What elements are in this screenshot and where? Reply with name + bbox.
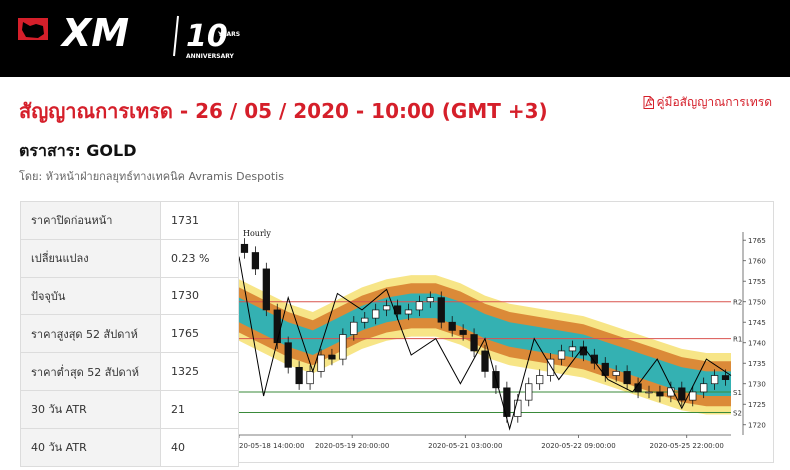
candle-body: [459, 330, 467, 335]
candle-body: [536, 375, 544, 385]
hourly-chart-panel: R2 R1 S1 S2 1720 1725 1730 1735 1740 1745 1750 1755…: [238, 201, 774, 463]
candle-body: [612, 371, 620, 376]
stat-value-previous-close: 1731: [160, 201, 239, 240]
x-tick-label: 2020-05-25 22:00:00: [650, 442, 724, 450]
anniversary-label: ANNIVERSARY: [186, 53, 235, 60]
y-tick-label: 1730: [748, 381, 766, 389]
page-title: สัญญาณการเทรด - 26 / 05 / 2020 - 10:00 (…: [19, 99, 548, 123]
xm-10-years-logo[interactable]: XM 10 YEARS ANNIVERSARY: [18, 12, 248, 64]
stat-label-previous-close: ราคาปิดก่อนหน้า: [20, 201, 161, 240]
candle-body: [295, 366, 303, 385]
candle-body: [546, 358, 555, 376]
candle-body: [645, 391, 653, 394]
stat-label-atr-30: 30 วัน ATR: [20, 389, 161, 429]
y-tick-label: 1735: [748, 360, 766, 368]
candle-body: [415, 301, 424, 311]
chart-title: Hourly: [243, 229, 271, 238]
candle-body: [372, 309, 380, 319]
y-tick-label: 1750: [748, 299, 766, 307]
candle-body: [710, 375, 719, 385]
level-label-r1: R1: [733, 336, 742, 344]
table-row: ราคาปิดก่อนหน้า 1731: [20, 201, 239, 240]
stat-label-current: ปัจจุบัน: [20, 276, 161, 316]
level-label-s1: S1: [733, 389, 742, 397]
level-label-s2: S2: [733, 409, 742, 417]
candle-body: [306, 371, 314, 385]
candle-body: [251, 252, 260, 270]
stat-value-current: 1730: [160, 276, 239, 316]
y-tick-label: 1740: [748, 340, 766, 348]
candle-body: [623, 371, 631, 385]
y-tick-label: 1720: [748, 422, 766, 430]
anniversary-number: 10: [186, 19, 228, 54]
anniversary-years: YEARS: [217, 31, 240, 38]
candle-body: [700, 383, 708, 393]
table-row: ราคาสูงสุด 52 สัปดาห์ 1765: [20, 314, 239, 354]
stat-label-atr-40: 40 วัน ATR: [20, 427, 161, 467]
stat-value-atr-30: 21: [160, 389, 239, 429]
x-tick-label: 2020-05-21 03:00:00: [428, 442, 502, 450]
candle-body: [284, 342, 292, 368]
x-tick-label: 2020-05-19 20:00:00: [315, 442, 389, 450]
table-row: ราคาต่ำสุด 52 สัปดาห์ 1325: [20, 352, 239, 391]
candle-body: [382, 305, 391, 311]
stat-value-atr-40: 40: [160, 427, 239, 467]
table-row: 40 วัน ATR 40: [20, 427, 239, 467]
candle-body: [361, 317, 369, 323]
candle-body: [448, 321, 456, 331]
guide-link-label: คู่มือสัญญาณการเทรด: [656, 95, 773, 109]
stat-label-52w-low: ราคาต่ำสุด 52 สัปดาห์: [20, 352, 161, 391]
stat-label-52w-high: ราคาสูงสุด 52 สัปดาห์: [20, 314, 161, 354]
y-tick-label: 1725: [748, 401, 766, 409]
stats-table: ราคาปิดก่อนหน้า 1731 เปลี่ยนแปลง 0.23 % …: [20, 201, 239, 467]
zigzag-line: [239, 256, 732, 431]
y-tick-label: 1760: [748, 258, 766, 266]
candle-body: [503, 387, 511, 417]
hourly-candlestick-chart: R2 R1 S1 S2 1720 1725 1730 1735 1740 1745 1750 1755…: [239, 229, 766, 450]
candle-body: [317, 354, 325, 372]
y-tick-label: 1765: [748, 237, 766, 245]
candle-body: [481, 350, 489, 372]
y-tick-label: 1755: [748, 278, 766, 286]
brand-wordmark: XM: [60, 12, 129, 55]
x-tick-label: 2020-05-22 09:00:00: [541, 442, 615, 450]
candle-body: [273, 309, 281, 344]
candle-body: [350, 321, 358, 335]
candle-body: [328, 354, 336, 360]
candle-body: [656, 391, 664, 397]
author-byline: โดย: หัวหน้าฝ่ายกลยุทธ์ทางเทคนิค Avramis…: [19, 170, 284, 183]
candle-body: [470, 334, 478, 352]
site-header: XM 10 YEARS ANNIVERSARY: [0, 0, 790, 77]
candle-body: [262, 268, 270, 311]
y-tick-label: 1745: [748, 319, 766, 327]
stat-value-52w-high: 1765: [160, 314, 239, 354]
candle-body: [339, 334, 347, 360]
candle-body: [689, 391, 697, 401]
candle-body: [437, 297, 445, 323]
candle-body: [568, 346, 577, 352]
stat-value-52w-low: 1325: [160, 352, 239, 391]
candle-body: [590, 354, 598, 364]
stat-value-change: 0.23 %: [160, 238, 239, 278]
instrument-heading: ตราสาร: GOLD: [19, 141, 137, 160]
candle-body: [557, 350, 566, 360]
stat-label-change: เปลี่ยนแปลง: [20, 238, 161, 278]
x-tick-label: 20-05-18 14:00:00: [239, 442, 304, 450]
table-row: ปัจจุบัน 1730: [20, 276, 239, 316]
table-row: 30 วัน ATR 21: [20, 389, 239, 429]
candle-body: [634, 383, 642, 393]
trading-signals-guide-link[interactable]: คู่มือสัญญาณการเทรด: [643, 93, 773, 112]
candle-body: [678, 387, 686, 401]
candle-body: [721, 375, 730, 380]
level-label-r2: R2: [733, 299, 742, 307]
table-row: เปลี่ยนแปลง 0.23 %: [20, 238, 239, 278]
candle-body: [426, 297, 434, 303]
candle-body: [579, 346, 588, 356]
candle-body: [525, 383, 533, 401]
candle-body: [404, 309, 413, 315]
candle-body: [240, 243, 249, 253]
pdf-icon: [643, 96, 654, 109]
